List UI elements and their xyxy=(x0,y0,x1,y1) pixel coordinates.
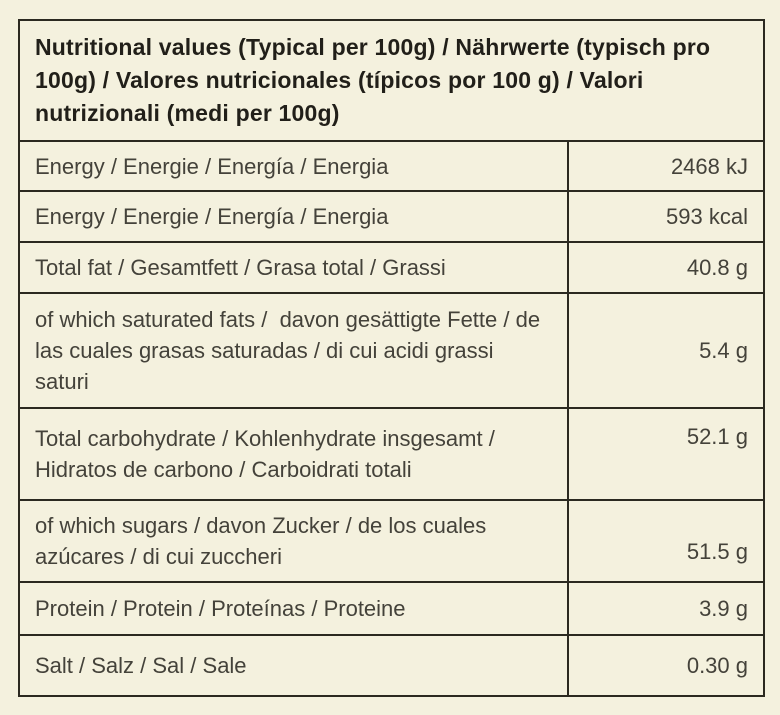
row-label: of which saturated fats / davon gesättig… xyxy=(35,307,547,395)
row-value: 0.30 g xyxy=(567,636,763,695)
row-label: Total fat / Gesamtfett / Grasa total / G… xyxy=(35,255,446,281)
nutrition-facts-table: Nutritional values (Typical per 100g) / … xyxy=(18,19,765,697)
row-label: Energy / Energie / Energía / Energia xyxy=(35,153,389,179)
row-label: Energy / Energie / Energía / Energia xyxy=(35,204,389,230)
table-row-energy-kj: Energy / Energie / Energía / Energia 246… xyxy=(20,142,763,193)
row-value: 51.5 g xyxy=(567,501,763,582)
row-value: 5.4 g xyxy=(567,294,763,408)
row-value: 40.8 g xyxy=(567,243,763,293)
row-value: 52.1 g xyxy=(567,409,763,500)
row-label: of which sugars / davon Zucker / de los … xyxy=(35,513,493,570)
row-label: Salt / Salz / Sal / Sale xyxy=(35,653,247,679)
table-row-carbohydrate: Total carbohydrate / Kohlenhydrate insge… xyxy=(20,409,763,502)
table-row-saturated-fats: of which saturated fats / davon gesättig… xyxy=(20,294,763,410)
table-row-sugars: of which sugars / davon Zucker / de los … xyxy=(20,501,763,584)
table-title: Nutritional values (Typical per 100g) / … xyxy=(20,21,763,143)
table-row-salt: Salt / Salz / Sal / Sale 0.30 g xyxy=(20,636,763,695)
table-row-energy-kcal: Energy / Energie / Energía / Energia 593… xyxy=(20,192,763,244)
row-label: Total carbohydrate / Kohlenhydrate insge… xyxy=(35,426,501,483)
row-label: Protein / Protein / Proteínas / Proteine xyxy=(35,596,406,622)
table-row-total-fat: Total fat / Gesamtfett / Grasa total / G… xyxy=(20,243,763,295)
row-value: 593 kcal xyxy=(567,192,763,242)
row-value: 3.9 g xyxy=(567,583,763,635)
table-row-protein: Protein / Protein / Proteínas / Proteine… xyxy=(20,583,763,637)
row-value: 2468 kJ xyxy=(567,142,763,191)
